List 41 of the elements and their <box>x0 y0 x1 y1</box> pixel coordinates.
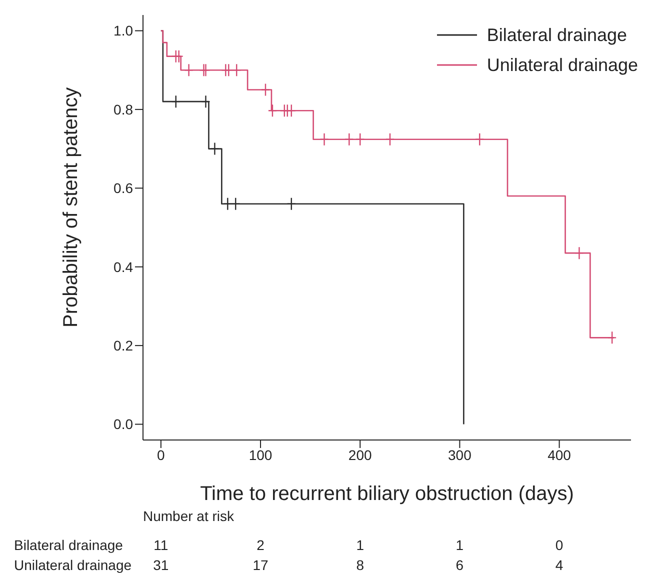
text: 1 <box>355 537 365 553</box>
text: 4 <box>554 557 564 573</box>
x-tick-label: 200 <box>348 446 372 463</box>
point <box>385 132 395 146</box>
y-tick-label: 0.6 <box>114 180 134 196</box>
point <box>320 132 329 146</box>
point <box>260 83 270 96</box>
point <box>475 132 484 146</box>
text: 31 <box>152 557 170 573</box>
y-tick-label: 0.0 <box>114 416 134 432</box>
y-tick-label: 0.8 <box>114 101 134 118</box>
point <box>286 104 296 118</box>
text: 8 <box>355 557 365 573</box>
y-tick-label: 0.2 <box>114 338 134 354</box>
x-tick-label: 0 <box>157 446 166 463</box>
text: 11 <box>152 537 170 553</box>
point <box>268 104 278 118</box>
text: 17 <box>252 557 270 573</box>
text: Bilateral drainage <box>14 537 123 553</box>
text: 6 <box>454 557 465 573</box>
text: 2 <box>256 537 266 553</box>
x-tick-label: 400 <box>548 446 572 463</box>
legend-label: Unilateral drainage <box>486 54 638 77</box>
point <box>210 142 220 156</box>
point <box>174 50 184 63</box>
point <box>286 197 296 210</box>
text: Number at risk <box>143 508 234 524</box>
point <box>231 197 240 210</box>
point <box>356 132 365 146</box>
text: Unilateral drainage <box>14 557 132 573</box>
legend-label: Bilateral drainage <box>486 24 627 47</box>
x-axis-title: Time to recurrent biliary obstruction (days) <box>200 483 574 505</box>
point <box>344 132 354 146</box>
text: 0 <box>554 537 564 553</box>
y-tick-label: 0.4 <box>114 258 134 275</box>
text: 1 <box>454 537 465 553</box>
x-tick-label: 300 <box>448 446 472 463</box>
y-axis-title: Probability of stent patency <box>60 87 82 328</box>
point <box>223 197 232 210</box>
x-tick-label: 100 <box>248 446 272 463</box>
y-tick-label: 1.0 <box>114 22 134 39</box>
